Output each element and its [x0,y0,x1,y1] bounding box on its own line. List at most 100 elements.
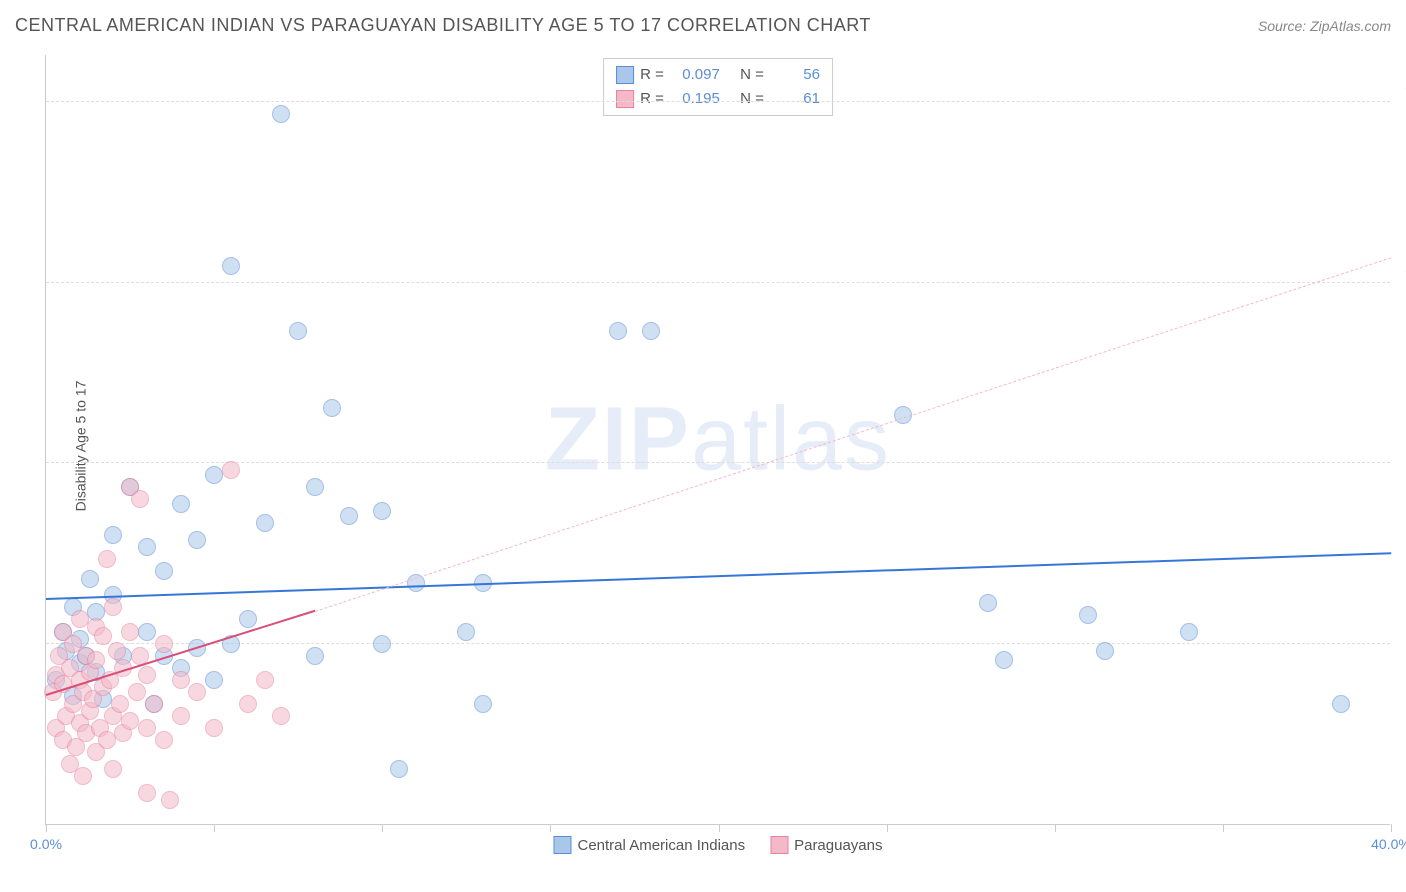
data-point [306,647,324,665]
data-point [373,502,391,520]
data-point [138,623,156,641]
gridline [46,643,1390,644]
n-label: N = [740,63,764,87]
data-point [155,635,173,653]
data-point [256,671,274,689]
data-point [1079,606,1097,624]
data-point [155,731,173,749]
x-tick [1391,824,1392,832]
data-point [289,322,307,340]
data-point [74,767,92,785]
data-point [172,671,190,689]
x-tick-label: 0.0% [30,836,62,852]
data-point [340,507,358,525]
data-point [111,695,129,713]
data-point [205,466,223,484]
data-point [128,683,146,701]
x-tick [1055,824,1056,832]
data-point [131,490,149,508]
legend-stats: R =0.097 N =56R =0.195 N =61 [603,58,833,116]
gridline [46,282,1390,283]
legend-item: Paraguayans [770,836,882,854]
data-point [121,623,139,641]
data-point [94,627,112,645]
data-point [87,651,105,669]
data-point [205,671,223,689]
data-point [222,461,240,479]
n-value: 61 [770,87,820,111]
chart-header: CENTRAL AMERICAN INDIAN VS PARAGUAYAN DI… [15,15,1391,36]
data-point [172,495,190,513]
x-tick [382,824,383,832]
data-point [256,514,274,532]
data-point [145,695,163,713]
data-point [272,707,290,725]
legend-stat-row: R =0.097 N =56 [616,63,820,87]
data-point [609,322,627,340]
data-point [138,719,156,737]
data-point [995,651,1013,669]
data-point [306,478,324,496]
data-point [222,257,240,275]
n-label: N = [740,87,764,111]
chart-plot-area: ZIPatlas R =0.097 N =56R =0.195 N =61 Ce… [45,55,1390,825]
legend-stat-row: R =0.195 N =61 [616,87,820,111]
data-point [188,683,206,701]
r-label: R = [640,63,664,87]
r-value: 0.097 [670,63,720,87]
data-point [205,719,223,737]
trend-line [46,553,1391,601]
data-point [1180,623,1198,641]
x-tick [719,824,720,832]
chart-title: CENTRAL AMERICAN INDIAN VS PARAGUAYAN DI… [15,15,871,36]
data-point [979,594,997,612]
data-point [108,642,126,660]
legend-label: Central American Indians [578,837,746,854]
x-tick [214,824,215,832]
legend-label: Paraguayans [794,837,882,854]
data-point [457,623,475,641]
chart-source: Source: ZipAtlas.com [1258,18,1391,34]
r-label: R = [640,87,664,111]
data-point [121,712,139,730]
data-point [239,610,257,628]
data-point [1096,642,1114,660]
data-point [323,399,341,417]
data-point [71,610,89,628]
data-point [1332,695,1350,713]
legend-swatch [616,66,634,84]
data-point [373,635,391,653]
r-value: 0.195 [670,87,720,111]
x-tick-label: 40.0% [1371,836,1406,852]
data-point [172,707,190,725]
data-point [239,695,257,713]
legend-series: Central American Indians Paraguayans [554,836,883,854]
x-tick [550,824,551,832]
legend-item: Central American Indians [554,836,746,854]
x-tick [46,824,47,832]
data-point [104,598,122,616]
data-point [474,695,492,713]
data-point [188,531,206,549]
data-point [104,760,122,778]
legend-swatch [616,90,634,108]
data-point [104,526,122,544]
data-point [161,791,179,809]
gridline [46,101,1390,102]
data-point [138,538,156,556]
x-tick [1223,824,1224,832]
x-tick [887,824,888,832]
data-point [138,666,156,684]
data-point [81,570,99,588]
n-value: 56 [770,63,820,87]
gridline [46,462,1390,463]
data-point [98,731,116,749]
data-point [138,784,156,802]
data-point [390,760,408,778]
legend-swatch [770,836,788,854]
data-point [272,105,290,123]
legend-swatch [554,836,572,854]
data-point [155,562,173,580]
data-point [98,550,116,568]
data-point [642,322,660,340]
